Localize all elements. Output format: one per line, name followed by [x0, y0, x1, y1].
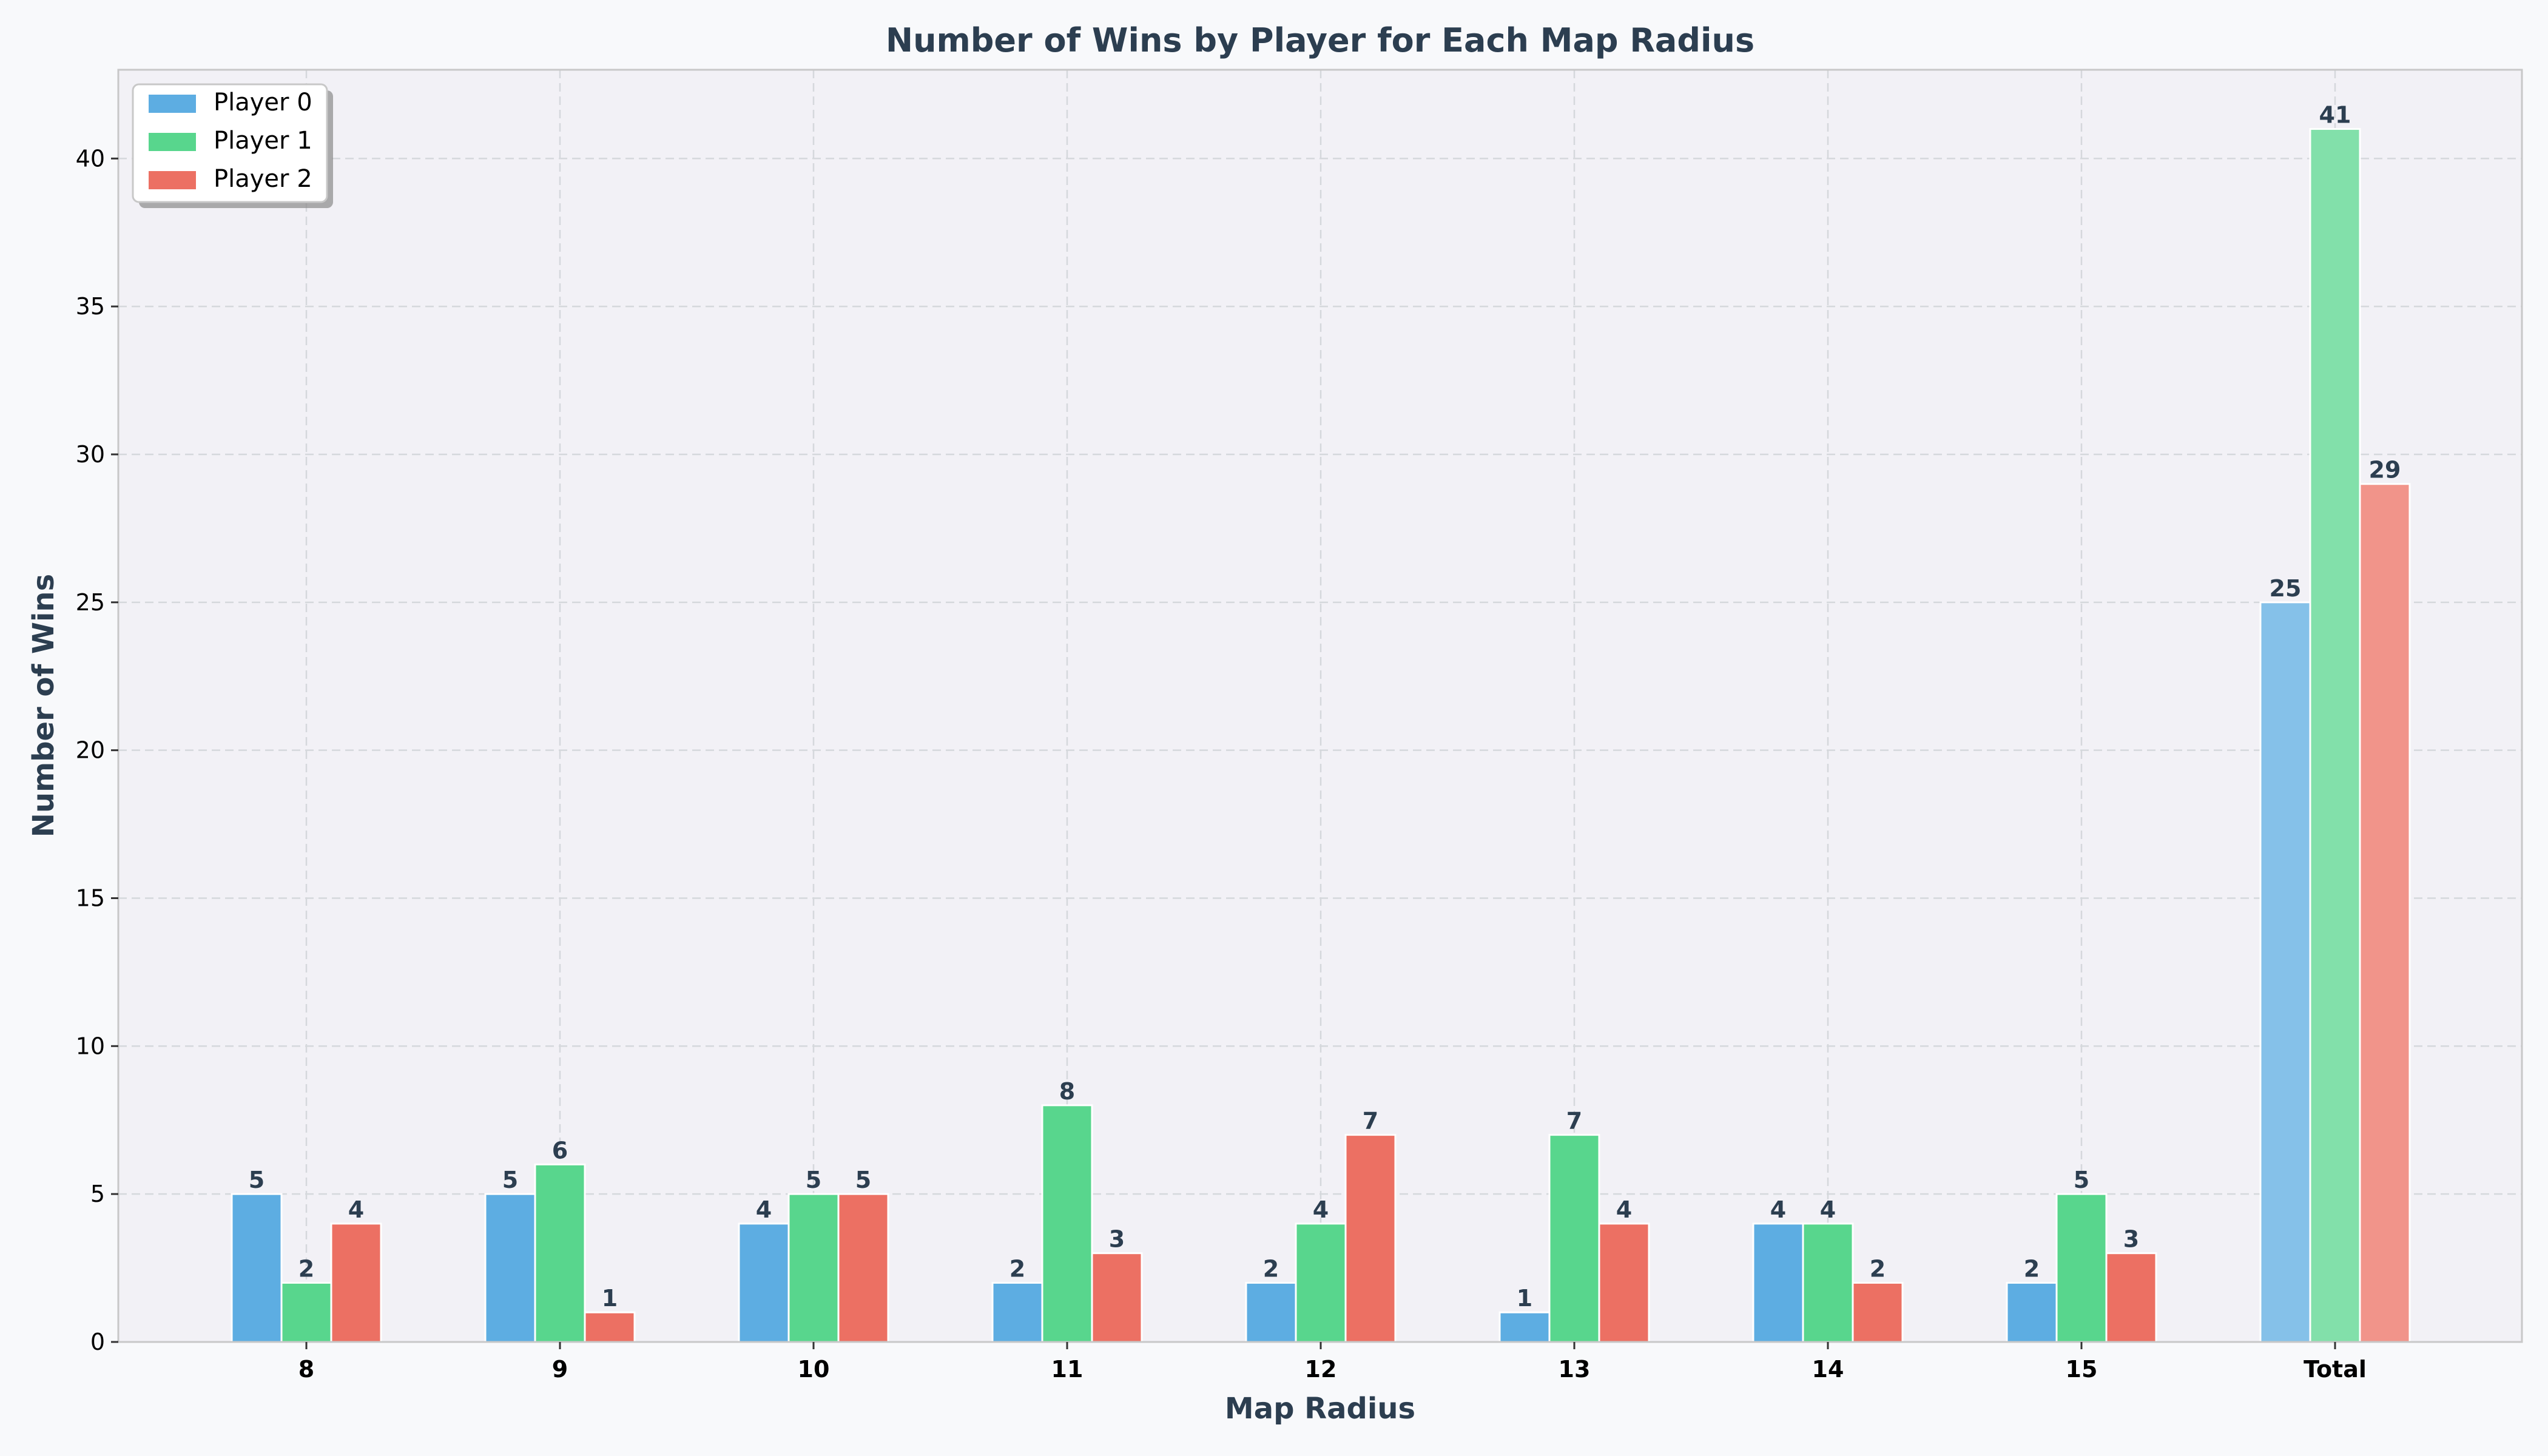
bar-value-label: 5: [855, 1167, 871, 1193]
bar-player-2-15: [2105, 1252, 2157, 1343]
x-tick-label: 10: [798, 1356, 830, 1383]
bar-value-label: 5: [2074, 1167, 2089, 1193]
x-tick-label: 8: [298, 1356, 314, 1383]
bar-player-2-total: [2359, 483, 2411, 1343]
x-tick-label: 11: [1051, 1356, 1084, 1383]
bar-value-label: 7: [1566, 1108, 1582, 1134]
y-tick-label: 40: [76, 145, 105, 172]
bar-value-label: 3: [1109, 1226, 1125, 1253]
y-tick-label: 35: [76, 293, 105, 320]
bar-value-label: 4: [1616, 1196, 1632, 1223]
x-axis-ticks: 8 9 10 11 12 13 14 15 Total: [298, 1342, 2367, 1383]
bar-value-label: 5: [502, 1167, 518, 1193]
x-tick-label: 12: [1305, 1356, 1337, 1383]
bar-value-label: 2: [1263, 1255, 1279, 1282]
bar-player-1-10: [787, 1193, 840, 1343]
bar-value-label: 4: [1820, 1196, 1836, 1223]
bar-player-1-9: [534, 1163, 586, 1343]
bar-value-label: 4: [1770, 1196, 1786, 1223]
bar-value-label: 2: [1009, 1255, 1025, 1282]
bar-value-label: 5: [806, 1167, 821, 1193]
bar-value-label: 2: [298, 1255, 314, 1282]
y-tick-label: 20: [76, 737, 105, 764]
legend-label-player-1: Player 1: [214, 127, 312, 155]
x-axis-label: Map Radius: [1225, 1392, 1415, 1426]
legend-swatch-player-0: [149, 95, 196, 113]
bar-player-0-12: [1245, 1281, 1297, 1343]
bar-value-label: 4: [1313, 1196, 1329, 1223]
bar-player-2-9: [584, 1311, 636, 1343]
bar-value-label: 1: [602, 1285, 618, 1312]
y-tick-label: 0: [90, 1329, 105, 1355]
bar-value-label: 8: [1059, 1078, 1075, 1105]
y-tick-label: 10: [76, 1033, 105, 1059]
bar-value-label: 3: [2123, 1226, 2139, 1253]
bar-player-1-8: [280, 1281, 332, 1343]
x-tick-label: 9: [552, 1356, 568, 1383]
bar-value-label: 5: [249, 1167, 265, 1193]
y-tick-label: 5: [90, 1181, 105, 1207]
x-tick-label: 14: [1812, 1356, 1844, 1383]
legend-label-player-2: Player 2: [214, 165, 312, 193]
y-axis-ticks: 0 5 10 15 20 25 30 35 40: [76, 145, 118, 1355]
legend-label-player-0: Player 0: [214, 89, 312, 116]
bar-player-0-13: [1498, 1311, 1551, 1343]
bar-player-2-12: [1344, 1134, 1397, 1343]
bar-player-1-12: [1295, 1222, 1347, 1343]
bar-player-1-total: [2309, 128, 2361, 1343]
legend: Player 0 Player 1 Player 2: [132, 83, 333, 208]
y-axis-label: Number of Wins: [27, 574, 61, 837]
bar-player-0-10: [738, 1222, 790, 1343]
bar-player-0-total: [2259, 601, 2311, 1343]
bar-player-0-14: [1752, 1222, 1804, 1343]
bar-player-2-14: [1852, 1281, 1904, 1343]
bar-value-label: 2: [2024, 1255, 2040, 1282]
bar-value-label: 41: [2319, 102, 2351, 129]
y-tick-label: 30: [76, 441, 105, 468]
bar-player-0-9: [484, 1193, 536, 1343]
y-tick-label: 15: [76, 885, 105, 911]
bar-value-label: 1: [1517, 1285, 1532, 1312]
bar-value-label: 29: [2369, 457, 2401, 484]
x-tick-label: 13: [1559, 1356, 1591, 1383]
x-tick-label: Total: [2304, 1356, 2367, 1383]
bar-value-label: 4: [756, 1196, 772, 1223]
y-tick-label: 25: [76, 589, 105, 616]
bar-value-label: 7: [1363, 1108, 1378, 1134]
bar-player-1-13: [1548, 1134, 1600, 1343]
x-tick-label: 15: [2066, 1356, 2098, 1383]
bar-player-0-8: [231, 1193, 283, 1343]
bar-player-2-11: [1091, 1252, 1143, 1343]
bar-value-label: 6: [552, 1137, 568, 1164]
bar-player-1-14: [1802, 1222, 1854, 1343]
bar-player-2-8: [330, 1222, 382, 1343]
bar-value-label: 4: [348, 1196, 364, 1223]
bar-value-label: 25: [2270, 575, 2302, 602]
bar-player-0-11: [991, 1281, 1043, 1343]
bar-player-2-13: [1598, 1222, 1650, 1343]
bar-value-label: 2: [1870, 1255, 1886, 1282]
grid-lines: [118, 70, 2522, 1343]
chart-title: Number of Wins by Player for Each Map Ra…: [886, 21, 1754, 59]
bar-player-0-15: [2006, 1281, 2058, 1343]
bar-series: [231, 128, 2411, 1343]
bar-player-2-10: [837, 1193, 889, 1343]
legend-swatch-player-2: [149, 171, 196, 189]
legend-swatch-player-1: [149, 133, 196, 151]
bar-player-1-15: [2055, 1193, 2108, 1343]
bar-player-1-11: [1041, 1104, 1093, 1343]
